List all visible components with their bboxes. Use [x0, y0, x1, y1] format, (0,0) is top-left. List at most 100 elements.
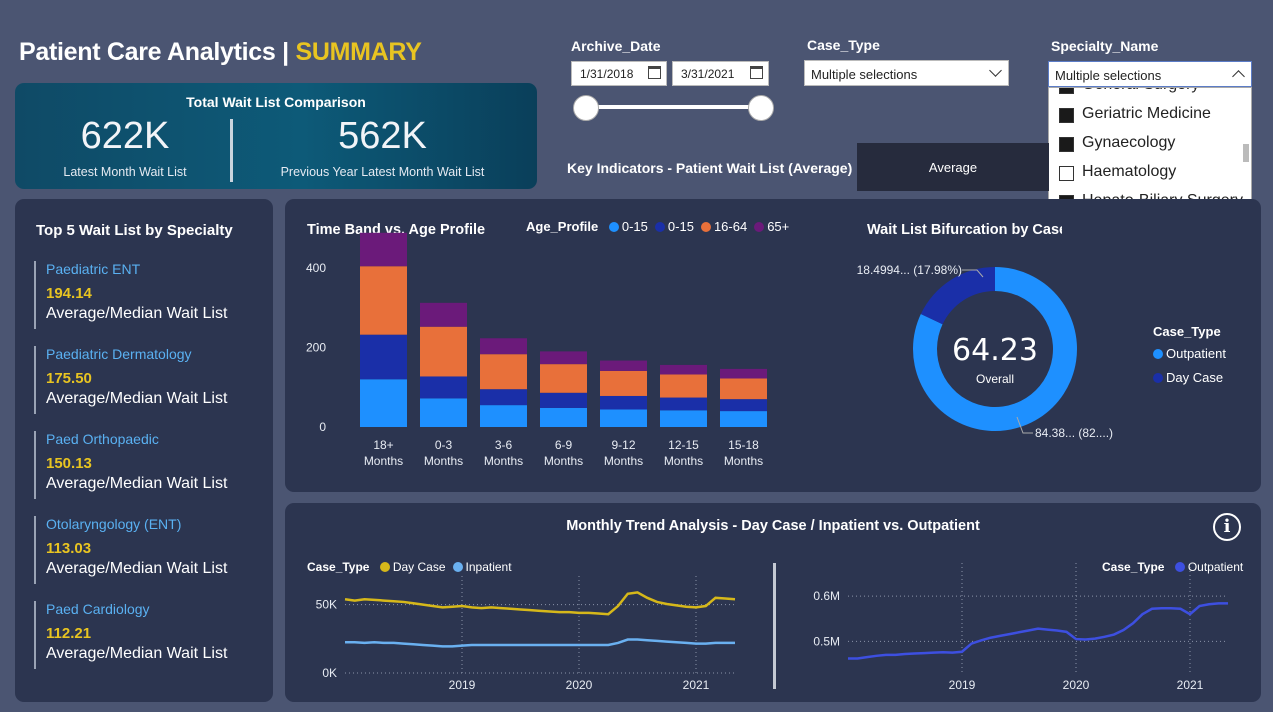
donut-center-label: Overall	[976, 372, 1014, 386]
specialty-name: Paediatric Dermatology	[46, 346, 192, 362]
dropdown-scrollbar[interactable]	[1243, 144, 1249, 162]
x-tick-label: 12-15 Months	[664, 438, 703, 468]
legend-inpatient[interactable]: Inpatient	[446, 560, 512, 574]
specialty-metric-label: Average/Median Wait List	[46, 390, 228, 407]
specialty-name: Otolaryngology (ENT)	[46, 516, 182, 532]
x-tick-label: 3-6 Months	[484, 438, 523, 468]
chevron-up-icon	[1232, 70, 1245, 83]
start-date-input[interactable]: 1/31/2018	[571, 61, 667, 86]
monthly-trend-chart: 0K 50K 2019 2020 2021 0.5M 0.6M 2019 2020 2021	[316, 563, 1228, 692]
bar-segment	[720, 399, 767, 412]
calendar-icon[interactable]	[750, 66, 763, 79]
legend-day-case[interactable]: Day Case	[373, 560, 446, 574]
specialty-metric-label: Average/Median Wait List	[46, 305, 228, 322]
x-tick-label: 2020	[566, 678, 593, 692]
bar-segment	[720, 378, 767, 400]
specialty-card: Paed Cardiology 112.21 Average/Median Wait…	[34, 601, 259, 669]
title-accent: SUMMARY	[295, 38, 422, 66]
y-tick-label: 0K	[322, 666, 337, 680]
trend-legend-right: Case_Type Outpatient	[1102, 560, 1244, 574]
legend-outpatient[interactable]: Outpatient	[1146, 346, 1226, 361]
specialty-value: 150.13	[46, 455, 92, 472]
case-type-label: Case_Type	[807, 37, 880, 53]
specialty-metric-label: Average/Median Wait List	[46, 560, 228, 577]
end-date-input[interactable]: 3/31/2021	[672, 61, 769, 86]
monthly-trend-panel: Monthly Trend Analysis - Day Case / Inpa…	[285, 503, 1261, 702]
time-band-chart-title: Time Band vs. Age Profile	[307, 222, 486, 238]
key-indicators-label: Key Indicators - Patient Wait List (Aver…	[567, 160, 853, 176]
bar-segment	[720, 411, 767, 427]
case-type-legend-title: Case_Type	[1153, 324, 1221, 339]
date-range-slider[interactable]	[586, 105, 762, 109]
trend-divider	[773, 563, 776, 689]
bar-segment	[480, 405, 527, 427]
x-tick-label: 6-9 Months	[544, 438, 583, 468]
kpi-card: Total Wait List Comparison 622K Latest M…	[15, 83, 537, 189]
y-tick-label: 50K	[316, 598, 337, 612]
label-leader	[962, 269, 984, 278]
specialty-label: Specialty_Name	[1051, 38, 1159, 54]
specialty-select[interactable]: Multiple selections	[1048, 61, 1252, 87]
chevron-down-icon	[989, 64, 1002, 77]
prev-year-label: Previous Year Latest Month Wait List	[280, 165, 485, 179]
specialty-name: Paed Orthopaedic	[46, 431, 159, 447]
bar-segment	[480, 389, 527, 406]
trend-legend-left: Case_Type Day Case Inpatient	[307, 560, 512, 574]
bar-segment	[480, 354, 527, 390]
specialty-value: 194.14	[46, 285, 92, 302]
bar-segment	[660, 397, 707, 411]
checkbox-icon[interactable]	[1059, 88, 1074, 94]
specialty-card: Paed Orthopaedic 150.13 Average/Median Wai…	[34, 431, 259, 499]
case-type-select[interactable]: Multiple selections	[804, 60, 1009, 86]
average-button[interactable]: Average	[857, 143, 1049, 191]
checkbox-icon[interactable]	[1059, 137, 1074, 152]
bifurcation-chart-title: Wait List Bifurcation by Case Type	[867, 222, 1062, 238]
time-band-chart: 0 200 400 18+ Months 0-3 Months 3-6 Months 6-9 Mon…	[306, 232, 767, 468]
x-tick-label: 2019	[449, 678, 476, 692]
bar-segment	[540, 364, 587, 393]
outpatient-slice-label: 84.38... (82....)	[1035, 426, 1113, 440]
slider-start-handle[interactable]	[573, 95, 599, 121]
calendar-icon[interactable]	[648, 66, 661, 79]
bar-segment	[600, 360, 647, 371]
legend-item[interactable]: 16-64	[694, 219, 747, 234]
bar-segment	[720, 368, 767, 379]
legend-item[interactable]: 0-15	[648, 219, 694, 234]
bar-segment	[420, 376, 467, 399]
info-icon[interactable]: i	[1213, 513, 1241, 541]
checkbox-icon[interactable]	[1059, 108, 1074, 123]
specialty-card: Otolaryngology (ENT) 113.03 Average/Median…	[34, 516, 259, 584]
x-tick-label: 2019	[949, 678, 976, 692]
bar-segment	[660, 364, 707, 375]
donut-slice	[920, 267, 995, 325]
specialty-name: Paed Cardiology	[46, 601, 150, 617]
monthly-trend-title: Monthly Trend Analysis - Day Case / Inpa…	[566, 518, 980, 534]
label-leader	[1016, 416, 1033, 434]
x-tick-label: 0-3 Months	[424, 438, 463, 468]
trend-line	[848, 602, 1228, 660]
bar-segment	[360, 232, 407, 267]
legend-day-case[interactable]: Day Case	[1146, 370, 1223, 385]
x-tick-label: 2021	[683, 678, 710, 692]
bar-segment	[420, 398, 467, 427]
bar-segment	[540, 407, 587, 427]
prev-year-value: 562K	[338, 115, 427, 157]
x-tick-label: 2021	[1177, 678, 1204, 692]
y-tick-label: 0.6M	[813, 589, 840, 603]
y-tick-label: 0.5M	[813, 634, 840, 648]
trend-line	[344, 591, 736, 616]
slider-end-handle[interactable]	[748, 95, 774, 121]
legend-item[interactable]: 65+	[747, 219, 789, 234]
x-tick-label: 9-12 Months	[604, 438, 643, 468]
bar-segment	[600, 370, 647, 396]
legend-outpatient[interactable]: Outpatient	[1168, 560, 1243, 574]
bar-segment	[540, 392, 587, 408]
specialty-name: Paediatric ENT	[46, 261, 141, 277]
legend-item[interactable]: 0-15	[602, 219, 648, 234]
kpi-divider	[230, 119, 233, 182]
bar-segment	[360, 379, 407, 427]
checkbox-icon[interactable]	[1059, 166, 1074, 181]
bar-segment	[660, 374, 707, 398]
bar-segment	[540, 351, 587, 365]
top5-panel: Top 5 Wait List by Specialty Paediatric …	[15, 199, 273, 702]
